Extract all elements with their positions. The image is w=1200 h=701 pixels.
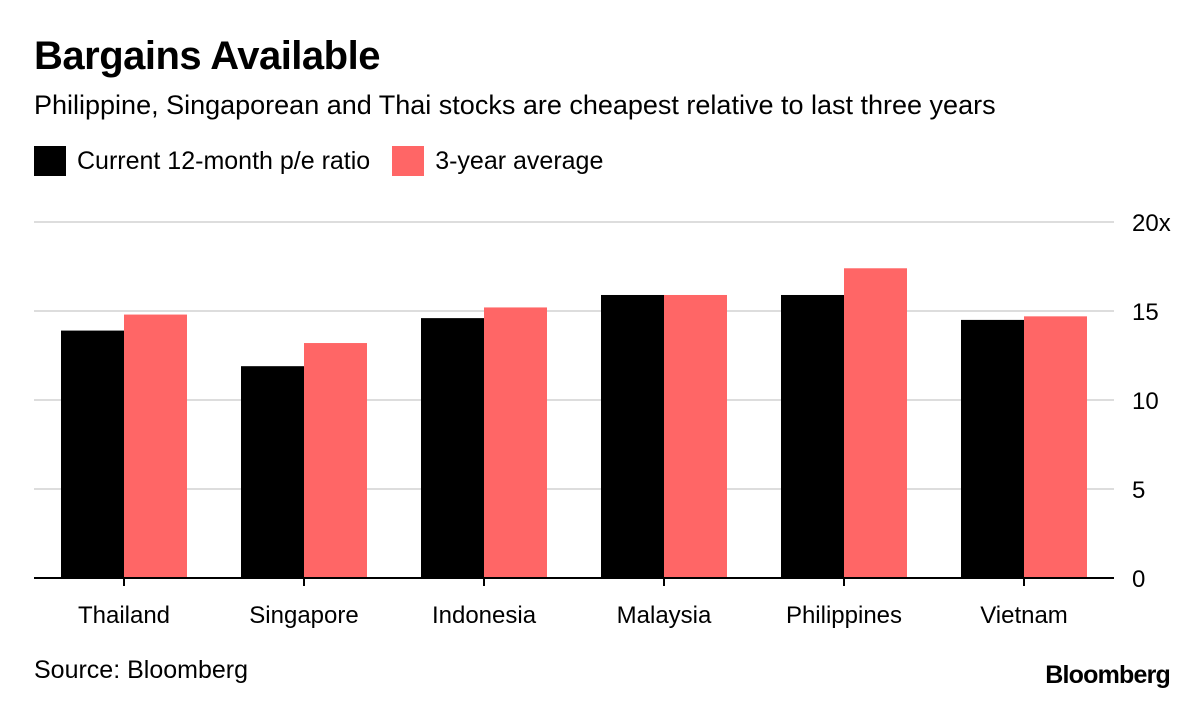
- bar-average: [664, 294, 727, 578]
- legend-swatch-current: [34, 146, 66, 176]
- legend-item-average: 3-year average: [392, 146, 603, 176]
- y-tick-label: 0: [1132, 566, 1145, 593]
- y-tick-label: 5: [1132, 477, 1145, 504]
- y-tick-label: 10: [1132, 388, 1159, 415]
- legend-label-current: Current 12-month p/e ratio: [77, 146, 371, 175]
- bar-average: [844, 268, 907, 578]
- bar-current: [601, 294, 664, 578]
- x-category-label: Philippines: [786, 602, 902, 629]
- y-tick-label: 20x: [1132, 210, 1171, 237]
- legend-item-current: Current 12-month p/e ratio: [34, 146, 370, 176]
- source-note: Source: Bloomberg: [34, 656, 249, 684]
- bar-average: [1024, 316, 1087, 578]
- chart-subtitle: Philippine, Singaporean and Thai stocks …: [34, 90, 996, 120]
- legend-label-average: 3-year average: [435, 146, 604, 175]
- bar-average: [304, 343, 367, 578]
- x-category-label: Thailand: [78, 602, 170, 629]
- x-category-label: Malaysia: [617, 602, 712, 629]
- legend: Current 12-month p/e ratio 3-year averag…: [34, 143, 625, 179]
- bar-current: [241, 366, 304, 578]
- bloomberg-logo: Bloomberg: [1045, 661, 1171, 689]
- x-category-label: Singapore: [249, 602, 358, 629]
- bar-current: [61, 330, 124, 578]
- bar-average: [484, 307, 547, 578]
- bar-current: [781, 294, 844, 578]
- bar-current: [961, 319, 1024, 578]
- bar-average: [124, 314, 187, 578]
- x-category-label: Indonesia: [432, 602, 537, 629]
- x-category-label: Vietnam: [980, 602, 1068, 629]
- bar-current: [421, 318, 484, 578]
- chart-title: Bargains Available: [34, 34, 380, 78]
- y-tick-label: 15: [1132, 299, 1159, 326]
- legend-swatch-average: [392, 146, 425, 176]
